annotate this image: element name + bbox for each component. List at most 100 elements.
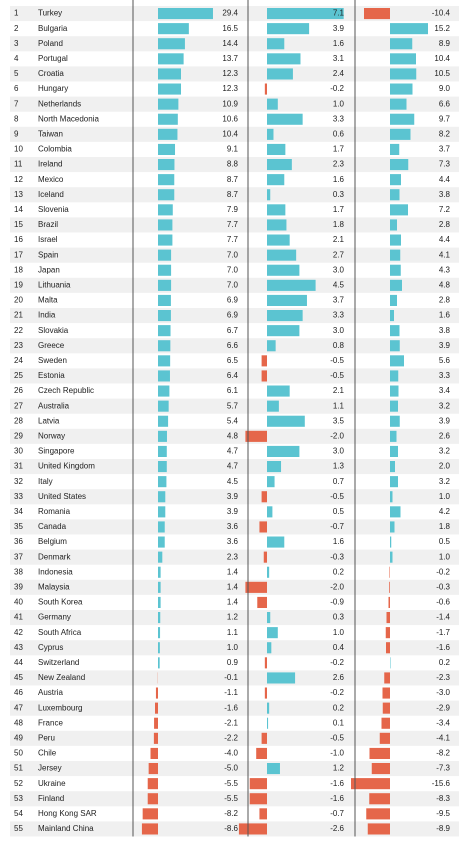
bar [267,476,275,488]
bar [390,23,428,35]
value-label: 4.4 [439,235,451,244]
bar [141,823,158,835]
rank: 7 [14,99,19,108]
value-label: -5.5 [224,779,238,788]
bar [267,642,272,654]
value-label: 3.4 [439,386,451,395]
value-label: 6.6 [227,341,239,350]
value-label: 6.9 [227,311,239,320]
bar [267,249,297,261]
value-label: 1.6 [333,175,345,184]
bar [158,461,167,473]
rank: 15 [14,220,23,229]
value-label: 1.1 [227,628,239,637]
value-label: 1.0 [439,492,451,501]
value-label: 3.9 [333,24,345,33]
bar [390,219,397,231]
row-bg [10,761,459,777]
rank: 45 [14,673,23,682]
value-label: 0.2 [333,567,345,576]
bar [158,174,175,186]
rank: 14 [14,205,23,214]
bar [267,627,278,639]
bar [381,717,390,729]
bar [158,370,170,382]
value-label: -5.0 [224,764,238,773]
value-label: 9.0 [439,84,451,93]
country: Poland [38,39,63,48]
value-label: 2.8 [439,296,451,305]
bar [267,702,270,714]
country: Peru [38,733,55,742]
bar [158,596,161,608]
bar [264,687,267,699]
bar [267,264,300,276]
bar [267,415,305,427]
country: Hong Kong SAR [38,809,97,818]
value-label: 7.1 [333,9,345,18]
row-bg [10,610,459,626]
value-label: 10.5 [434,69,450,78]
rank: 37 [14,552,23,561]
bar [267,159,292,171]
rank: 54 [14,809,23,818]
rank: 5 [14,69,19,78]
bar [267,385,290,397]
value-label: 9.7 [439,114,451,123]
rank: 41 [14,613,23,622]
country: New Zealand [38,673,85,682]
bar [390,294,397,306]
bar [267,536,285,548]
rank: 26 [14,386,23,395]
row-bg [10,519,459,535]
value-label: 1.6 [333,537,345,546]
row-bg [10,489,459,505]
bar [267,763,280,775]
value-label: 0.5 [439,537,451,546]
country: Slovenia [38,205,69,214]
bar [158,430,167,442]
bar [158,249,172,261]
country: Canada [38,522,67,531]
value-label: 6.5 [227,356,239,365]
value-label: -4.0 [224,749,238,758]
value-label: 1.6 [333,39,345,48]
value-label: 7.9 [227,205,239,214]
rank: 47 [14,703,23,712]
bar [390,340,400,352]
value-label: -0.1 [224,673,238,682]
value-label: -1.6 [330,779,344,788]
value-label: 1.0 [333,628,345,637]
bar [158,8,213,20]
value-label: 12.3 [222,84,238,93]
country: South Africa [38,628,82,637]
country: Latvia [38,416,60,425]
bar [384,672,390,684]
value-label: 1.3 [333,462,345,471]
value-label: 0.7 [333,477,345,486]
value-label: -0.3 [330,552,344,561]
value-label: 6.9 [227,296,239,305]
bar [256,747,267,759]
value-label: -8.2 [224,809,238,818]
value-label: 3.8 [439,190,451,199]
bar [382,687,390,699]
value-label: 13.7 [222,54,238,63]
value-label: 5.7 [227,401,239,410]
value-label: -1.6 [330,794,344,803]
value-label: 3.0 [333,447,345,456]
country: Netherlands [38,99,81,108]
value-label: -5.5 [224,794,238,803]
bar [158,491,166,503]
bar [249,793,267,805]
value-label: 3.8 [439,326,451,335]
bar [390,98,407,110]
country: Turkey [38,9,62,18]
bar [390,415,400,427]
country: Taiwan [38,129,63,138]
value-label: 0.5 [333,507,345,516]
value-label: 0.3 [333,613,345,622]
value-label: 1.2 [333,764,345,773]
bar [390,143,400,155]
bar [267,612,271,624]
